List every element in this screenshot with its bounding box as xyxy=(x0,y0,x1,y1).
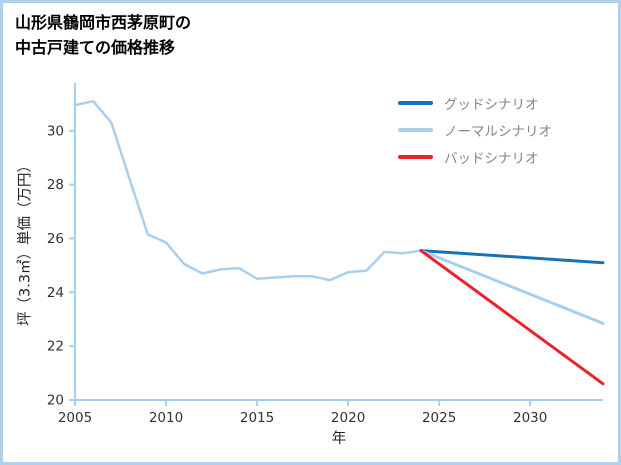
normal-scenario-line-swatch xyxy=(398,128,433,132)
svg-text:20: 20 xyxy=(47,393,64,409)
legend-item-bad-scenario: バッドシナリオ xyxy=(398,147,552,167)
chart-title-line2: 中古戸建ての価格推移 xyxy=(15,37,176,57)
chart-title: 山形県鶴岡市西茅原町の 中古戸建ての価格推移 xyxy=(15,11,191,61)
legend: グッドシナリオ ノーマルシナリオ バッドシナリオ xyxy=(398,93,552,167)
svg-text:24: 24 xyxy=(47,285,64,301)
legend-item-good-scenario: グッドシナリオ xyxy=(398,93,552,113)
svg-text:30: 30 xyxy=(47,123,64,139)
legend-item-normal-scenario: ノーマルシナリオ xyxy=(398,120,552,140)
svg-text:26: 26 xyxy=(47,231,64,247)
x-axis-label: 年 xyxy=(331,431,347,447)
chart-plot: 2005 2010 2015 2020 2025 2030 20 22 24 26 28 30 xyxy=(47,83,605,426)
svg-text:2010: 2010 xyxy=(149,410,183,426)
svg-text:2015: 2015 xyxy=(240,410,274,426)
svg-text:28: 28 xyxy=(47,177,64,193)
svg-text:2005: 2005 xyxy=(58,410,92,426)
legend-label-bad-scenario: バッドシナリオ xyxy=(444,151,539,167)
bad-scenario-line-swatch xyxy=(398,155,433,159)
y-axis-label: 坪（3.3㎡）単価（万円） xyxy=(17,157,34,327)
legend-label-good-scenario: グッドシナリオ xyxy=(444,97,539,113)
legend-label-normal-scenario: ノーマルシナリオ xyxy=(444,124,552,140)
chart-title-line1: 山形県鶴岡市西茅原町の xyxy=(15,13,192,32)
svg-text:2025: 2025 xyxy=(422,410,456,426)
svg-text:2020: 2020 xyxy=(331,410,365,426)
good-scenario-line-swatch xyxy=(398,101,433,105)
svg-text:2030: 2030 xyxy=(513,410,547,426)
svg-text:22: 22 xyxy=(47,339,64,355)
